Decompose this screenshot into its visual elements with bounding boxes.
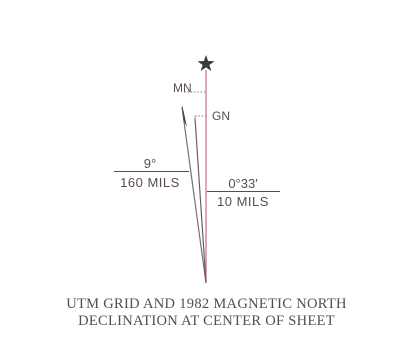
grid-north-line — [194, 117, 207, 284]
mn-angle-degrees: 9° — [144, 156, 156, 171]
true-north-star-icon — [197, 55, 215, 71]
magnetic-north-arrowhead — [182, 104, 187, 127]
mn-angle-mils: 160 MILS — [120, 175, 180, 190]
gn-label: GN — [212, 109, 230, 123]
gn-angle-mils: 10 MILS — [217, 194, 269, 209]
mn-label: MN — [173, 81, 192, 95]
caption-line-2: DECLINATION AT CENTER OF SHEET — [78, 313, 335, 329]
caption-line-1: UTM GRID AND 1982 MAGNETIC NORTH — [66, 296, 347, 312]
gn-angle-degrees: 0°33′ — [228, 176, 258, 191]
magnetic-north-line — [181, 106, 207, 284]
